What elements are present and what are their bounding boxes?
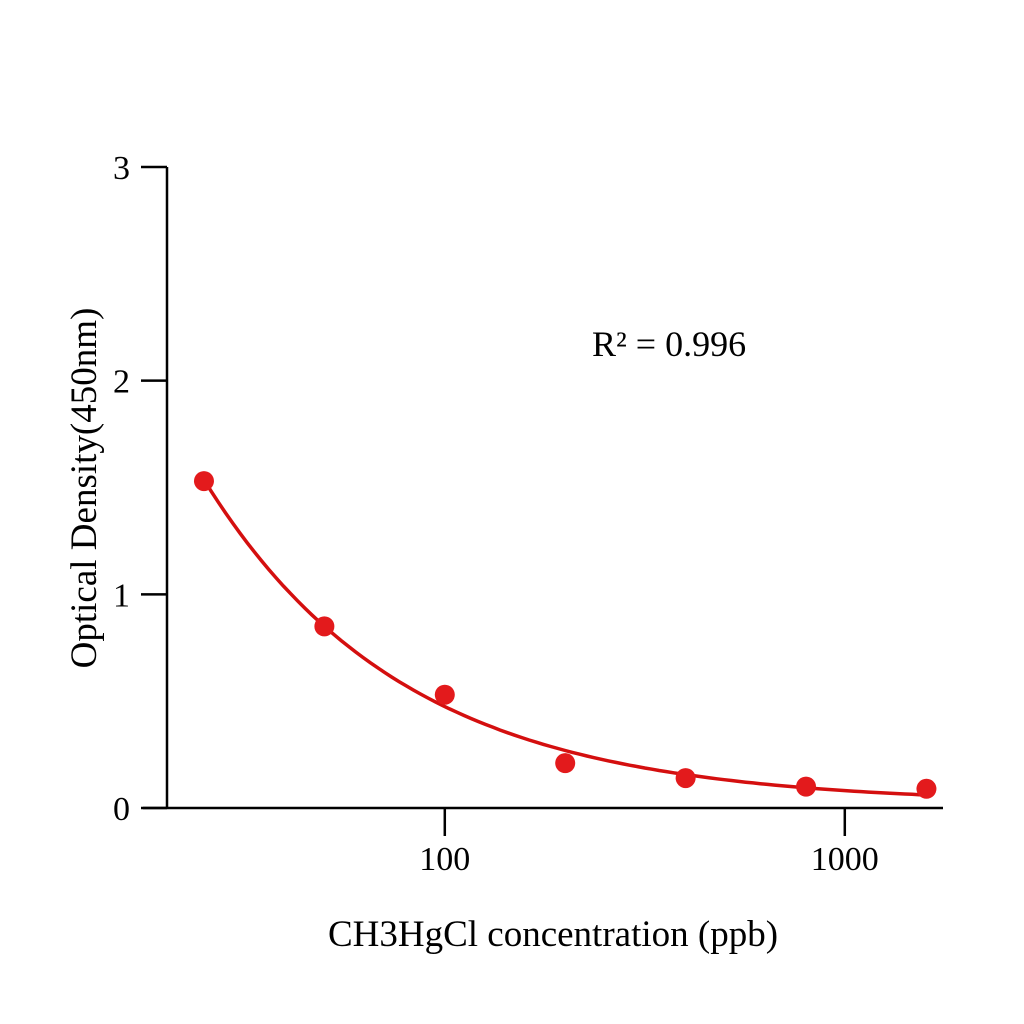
y-tick-label: 0 — [113, 791, 130, 828]
data-point — [555, 753, 576, 774]
y-tick-label: 3 — [113, 150, 130, 187]
data-point — [314, 616, 335, 637]
fit-curve — [202, 478, 927, 797]
x-tick-label: 100 — [419, 841, 470, 878]
data-point — [916, 778, 937, 799]
data-point — [675, 768, 696, 789]
y-axis-label: Optical Density(450nm) — [64, 308, 105, 669]
y-tick-label: 2 — [113, 364, 130, 401]
ticks: 0 1 2 3 100 1000 — [113, 150, 879, 878]
x-tick-label: 1000 — [811, 841, 879, 878]
data-point — [796, 776, 817, 797]
data-point — [193, 471, 214, 492]
y-tick-label: 1 — [113, 577, 130, 614]
axes — [143, 167, 943, 810]
data-point — [434, 684, 455, 705]
x-axis-label: CH3HgCl concentration (ppb) — [328, 914, 778, 955]
r-squared-annotation: R² = 0.996 — [592, 324, 746, 364]
data-points — [193, 471, 937, 799]
